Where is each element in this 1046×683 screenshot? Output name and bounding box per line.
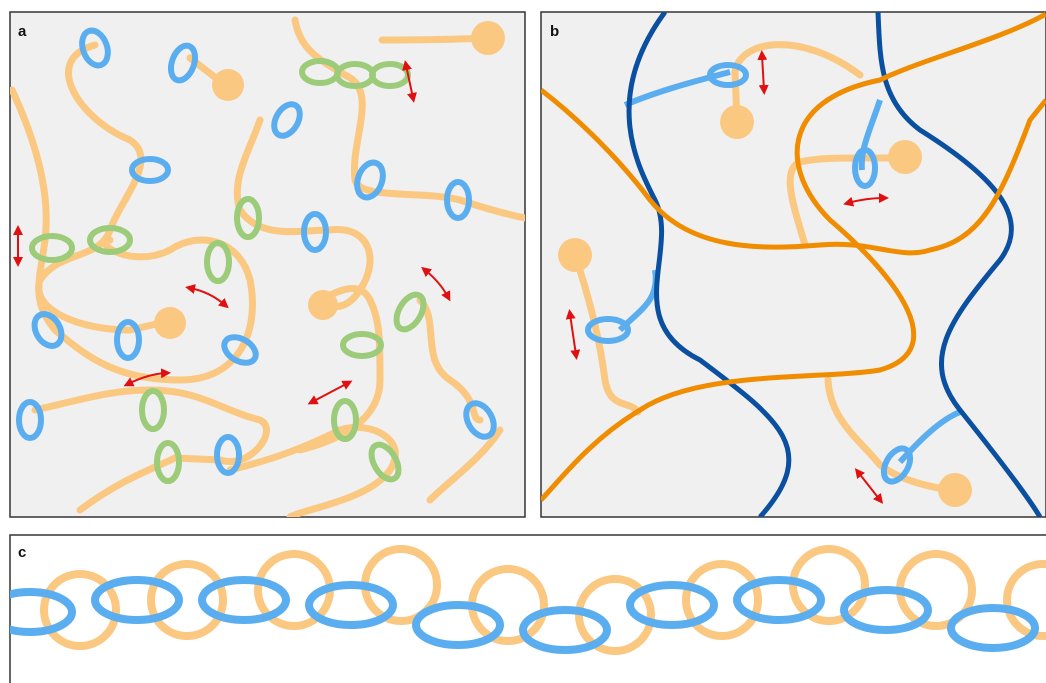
panel-frame (10, 12, 525, 517)
end-bead (888, 140, 922, 174)
end-bead (938, 473, 972, 507)
panel-frame (541, 12, 1046, 517)
figure: a (0, 0, 1046, 683)
end-bead (558, 238, 592, 272)
end-bead (154, 307, 186, 339)
panel-label: b (550, 23, 559, 40)
panel-a: a (10, 12, 525, 517)
panel-b: b (541, 12, 1046, 517)
panel-label: c (18, 544, 26, 561)
panel-label: a (18, 23, 27, 40)
panel-frame (10, 535, 1046, 683)
end-bead (720, 105, 754, 139)
end-bead (212, 69, 244, 101)
panel-c: c (0, 535, 1046, 683)
end-bead (471, 21, 505, 55)
end-bead (308, 290, 338, 320)
